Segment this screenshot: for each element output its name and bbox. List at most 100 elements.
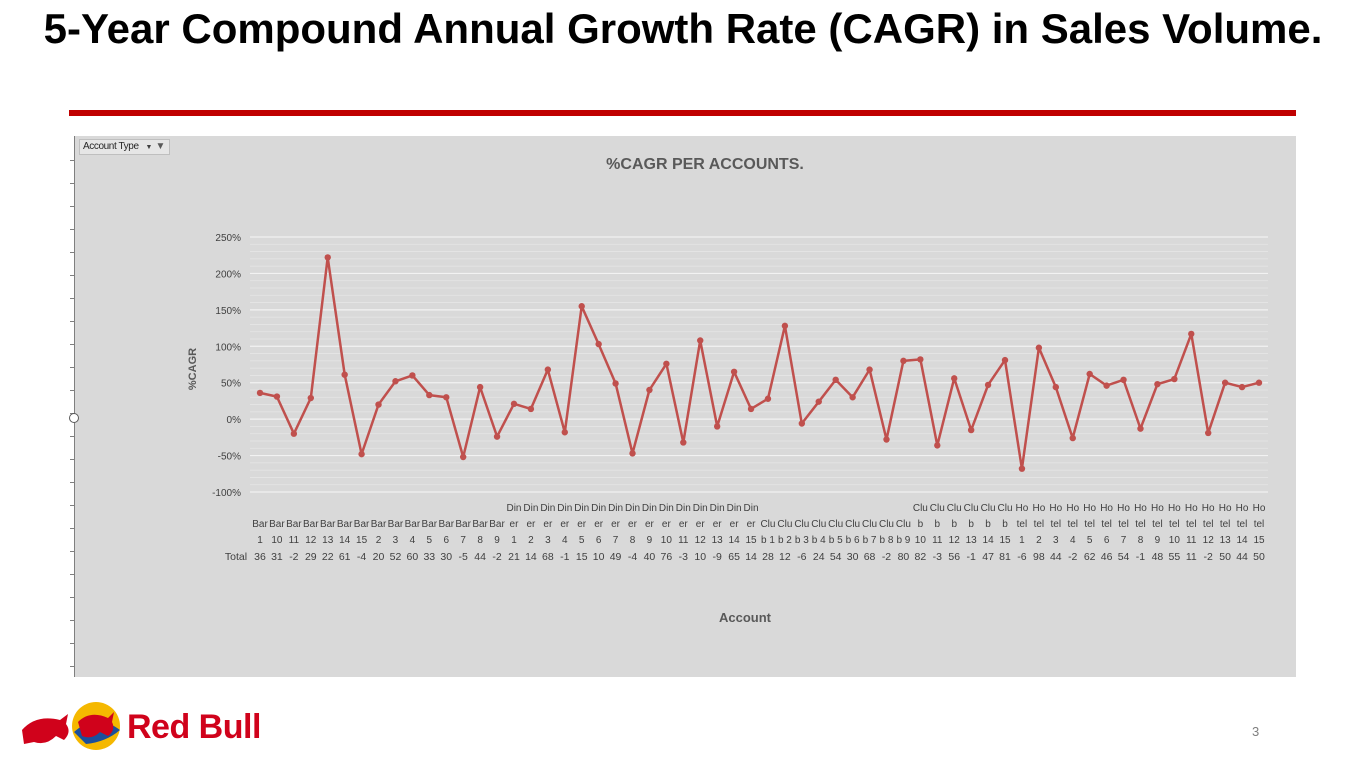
panel-tick-mark: [70, 505, 75, 506]
x-axis-label: Account: [719, 610, 772, 625]
y-axis-label: %CAGR: [187, 348, 199, 390]
x-tick-label: Clu: [760, 519, 775, 530]
total-row-value: 68: [542, 551, 554, 563]
panel-tick-mark: [70, 160, 75, 161]
x-tick-label: b 9: [896, 535, 910, 546]
x-tick-labels: Bar1Bar10Bar11Bar12Bar13Bar14Bar15Bar2Ba…: [252, 503, 1266, 546]
x-tick-label: Ho: [1236, 503, 1249, 514]
total-row-value: 50: [1219, 551, 1231, 563]
total-row-value: 14: [745, 551, 757, 563]
panel-tick-mark: [70, 574, 75, 575]
total-row-value: 98: [1033, 551, 1045, 563]
data-point: [358, 450, 365, 458]
x-tick-label: er: [560, 519, 570, 530]
data-point: [730, 368, 738, 375]
data-point: [917, 356, 924, 363]
total-row-value: 30: [440, 551, 452, 563]
data-point: [375, 401, 382, 408]
x-tick-label: b: [918, 519, 924, 530]
total-row-value: -6: [797, 551, 806, 563]
x-tick-label: b 1: [761, 535, 775, 546]
data-point: [307, 394, 314, 402]
data-point: [1103, 382, 1110, 389]
x-tick-label: Ho: [1202, 503, 1215, 514]
x-tick-label: Clu: [777, 519, 792, 530]
x-tick-label: Clu: [794, 519, 809, 530]
y-tick-label: 50%: [221, 379, 241, 390]
x-tick-label: tel: [1135, 519, 1146, 530]
panel-tick-mark: [70, 528, 75, 529]
x-tick-label: b: [968, 519, 974, 530]
x-tick-label: Clu: [964, 503, 979, 514]
total-row-value: 80: [898, 551, 910, 563]
dropdown-arrow-icon: ▼: [145, 144, 152, 151]
x-tick-label: er: [611, 519, 621, 530]
x-tick-label: b 3: [795, 535, 809, 546]
x-tick-label: Ho: [1253, 503, 1266, 514]
x-tick-label: b: [951, 519, 957, 530]
x-tick-label: 6: [596, 535, 602, 546]
x-tick-label: 4: [562, 535, 568, 546]
panel-left-border: [74, 136, 75, 677]
data-point: [1255, 379, 1263, 386]
x-tick-label: 5: [427, 535, 433, 546]
data-point: [409, 372, 416, 379]
x-tick-label: 3: [545, 535, 551, 546]
data-point: [426, 391, 433, 399]
total-row-value: -2: [492, 551, 501, 563]
total-row-value: 61: [339, 551, 351, 563]
x-tick-label: tel: [1169, 519, 1180, 530]
x-tick-label: tel: [1220, 519, 1231, 530]
total-row-value: -2: [1068, 551, 1077, 563]
data-point: [951, 375, 958, 382]
x-tick-label: tel: [1051, 519, 1062, 530]
x-tick-label: 2: [1036, 535, 1042, 546]
x-tick-label: 14: [1237, 535, 1249, 546]
total-row-value: 46: [1101, 551, 1113, 563]
x-tick-label: 13: [322, 535, 334, 546]
data-point: [476, 383, 484, 391]
data-point: [1086, 370, 1093, 378]
panel-tick-mark: [70, 229, 75, 230]
data-point: [663, 360, 670, 367]
panel-tick-mark: [70, 275, 75, 276]
x-tick-label: Ho: [1134, 503, 1147, 514]
x-tick-label: er: [645, 519, 655, 530]
x-tick-label: Din: [710, 503, 725, 514]
data-point: [493, 433, 501, 440]
data-point: [713, 423, 721, 430]
total-row-value: 60: [407, 551, 419, 563]
x-tick-label: 13: [1220, 535, 1232, 546]
x-tick-label: Ho: [1049, 503, 1062, 514]
chart-title: %CAGR PER ACCOUNTS.: [606, 156, 804, 173]
total-row-value: 14: [525, 551, 537, 563]
x-tick-label: Bar: [354, 519, 370, 530]
data-point: [747, 405, 755, 413]
data-point: [290, 430, 298, 437]
chart-panel[interactable]: [74, 136, 1296, 677]
total-row-value: -1: [1136, 551, 1145, 563]
data-point: [459, 453, 467, 461]
data-point: [1001, 356, 1009, 364]
resize-handle-icon[interactable]: [69, 413, 79, 423]
total-row-value: 47: [982, 551, 994, 563]
x-tick-label: er: [679, 519, 689, 530]
panel-tick-mark: [70, 551, 75, 552]
x-tick-label: b: [935, 519, 941, 530]
data-point: [578, 303, 585, 310]
x-tick-label: 2: [376, 535, 382, 546]
account-type-filter-button[interactable]: Account Type ▼ ▼: [79, 139, 170, 155]
total-row-value: 44: [1050, 551, 1062, 563]
x-tick-label: Din: [744, 503, 759, 514]
y-tick-label: -100%: [212, 488, 241, 499]
total-row-value: 12: [779, 551, 791, 563]
total-row-value: -9: [712, 551, 721, 563]
data-point: [934, 442, 941, 449]
x-tick-label: Bar: [252, 519, 268, 530]
x-tick-label: Bar: [489, 519, 505, 530]
x-tick-label: tel: [1118, 519, 1129, 530]
total-row-values: 36 31 -2 29 22 61 -4 20 52 60 33 30 -5 44 -2 21 14 68 -1 15…: [254, 551, 1265, 563]
x-tick-label: 1: [1019, 535, 1025, 546]
x-tick-label: tel: [1017, 519, 1028, 530]
x-tick-label: 10: [915, 535, 927, 546]
